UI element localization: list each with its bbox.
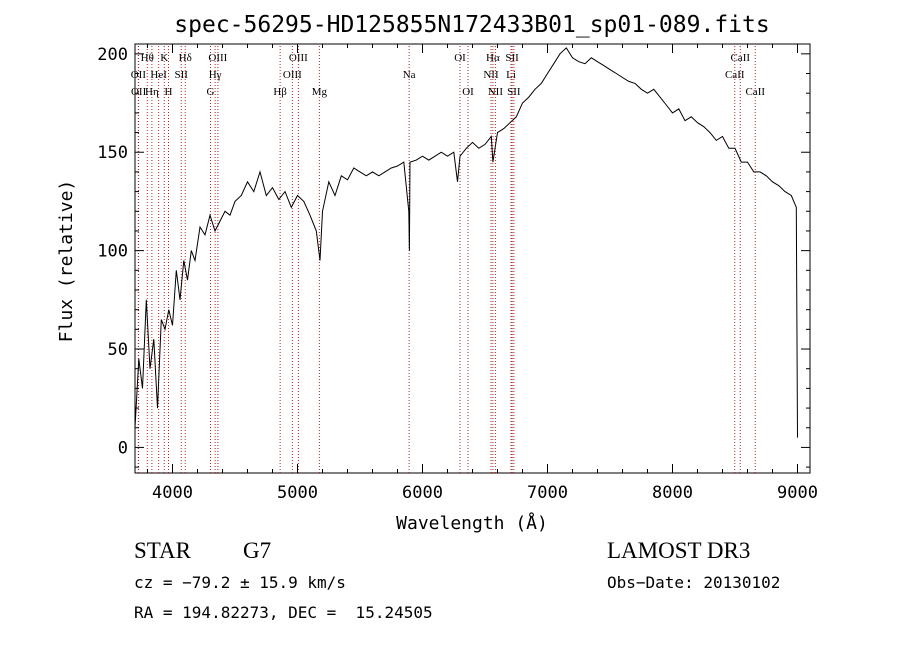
spectral-line-label: OI	[462, 86, 474, 98]
spectral-line-labels: HθOIIOIIHηHeIKHSIIHδGOIIIHγHβOIIIOIIIMgN…	[131, 52, 766, 98]
spectral-line-label: OII	[131, 69, 147, 81]
spectral-line-label: HeI	[150, 69, 167, 81]
coordinates: RA = 194.82273, DEC = 15.24505	[134, 603, 433, 622]
spectral-line-label: NII	[483, 69, 499, 81]
spectral-line-label: OIII	[289, 52, 308, 64]
x-tick-label: 9000	[777, 483, 818, 503]
spectral-line-label: CaII	[725, 69, 745, 81]
spectral-line-label: Li	[506, 69, 516, 81]
spectral-line-markers	[137, 46, 756, 473]
spectral-line-label: Hη	[145, 86, 159, 98]
y-axis-ticks: 0 50 100 150 200	[97, 45, 810, 468]
object-type: STAR	[134, 538, 191, 563]
x-tick-label: 7000	[527, 483, 568, 503]
plot-frame	[134, 43, 811, 474]
y-tick-label: 50	[108, 340, 128, 360]
spectral-line-label: K	[160, 52, 168, 64]
y-tick-label: 0	[118, 438, 128, 458]
spectral-line-label: G	[207, 86, 215, 98]
spectral-line-label: CaII	[730, 52, 750, 64]
spectral-line-label: OII	[131, 86, 147, 98]
spectral-line-label: Hα	[486, 52, 500, 64]
spectral-line-label: SII	[175, 69, 189, 81]
spectrum-line	[134, 47, 798, 438]
spectral-line-label: NII	[488, 86, 504, 98]
spectral-line-label: OI	[454, 52, 466, 64]
observation-date: Obs−Date: 20130102	[607, 573, 781, 592]
y-tick-label: 150	[97, 143, 128, 163]
spectral-line-label: SII	[505, 52, 519, 64]
spectral-line-label: SII	[507, 86, 521, 98]
spectral-line-label: OIII	[283, 69, 302, 81]
x-tick-label: 8000	[652, 483, 693, 503]
redshift-velocity: cz = −79.2 ± 15.9 km/s	[134, 573, 346, 592]
y-tick-label: 200	[97, 45, 128, 65]
survey-name: LAMOST DR3	[607, 538, 751, 563]
y-tick-label: 100	[97, 242, 128, 262]
spectral-line-label: Na	[403, 69, 416, 81]
y-axis-label: Flux (relative)	[56, 180, 77, 343]
spectral-line-label: Hδ	[179, 52, 192, 64]
spectral-line-label: CaII	[745, 86, 765, 98]
x-tick-label: 6000	[402, 483, 443, 503]
x-tick-label: 4000	[152, 483, 193, 503]
spectral-line-label: Mg	[312, 86, 328, 98]
spectral-line-label: Hθ	[141, 52, 154, 64]
x-tick-label: 5000	[277, 483, 318, 503]
spectral-subclass: G7	[243, 538, 272, 563]
chart-title: spec-56295-HD125855N172433B01_sp01-089.f…	[174, 12, 769, 38]
x-axis-label: Wavelength (Å)	[396, 512, 548, 534]
spectral-line-label: Hβ	[273, 86, 287, 98]
spectral-line-label: OIII	[208, 52, 227, 64]
x-axis-ticks: 4000 5000 6000 7000 8000 9000	[147, 44, 818, 503]
spectral-line-label: H	[165, 86, 173, 98]
spectral-line-label: Hγ	[209, 69, 222, 81]
